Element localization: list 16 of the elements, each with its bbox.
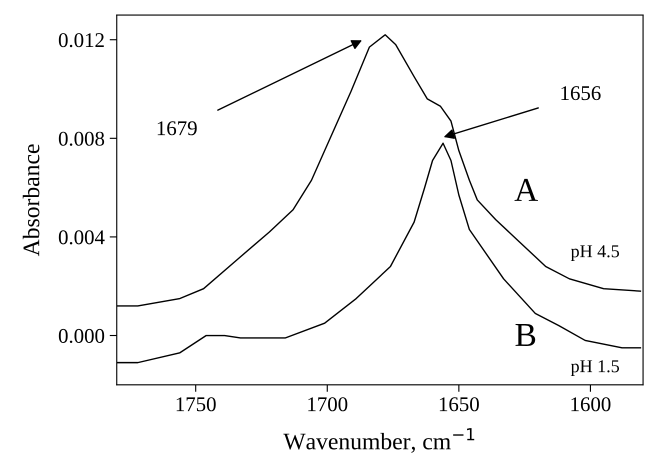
y-tick-label: 0.008 bbox=[58, 132, 104, 146]
annotation: A bbox=[514, 178, 538, 201]
annotation: B bbox=[516, 324, 536, 346]
x-tick-label: 1600 bbox=[571, 397, 610, 412]
y-axis-title: Absorbance bbox=[22, 144, 40, 256]
annotation: pH 1.5 bbox=[570, 360, 620, 376]
annotation: 1656 bbox=[561, 86, 601, 100]
x-tick-label: 1700 bbox=[308, 397, 348, 412]
y-tick-label: 0.004 bbox=[58, 230, 105, 244]
y-tick-label: 0.000 bbox=[58, 328, 104, 344]
y-tick-label: 0.012 bbox=[58, 33, 104, 48]
x-tick-label: 1750 bbox=[176, 397, 216, 412]
annotation: 1679 bbox=[158, 121, 197, 136]
x-axis-title: Wavenumber, cm$^{−1}$ bbox=[283, 428, 474, 453]
annotation: pH 4.5 bbox=[570, 245, 620, 261]
x-tick-label: 1650 bbox=[440, 397, 479, 412]
